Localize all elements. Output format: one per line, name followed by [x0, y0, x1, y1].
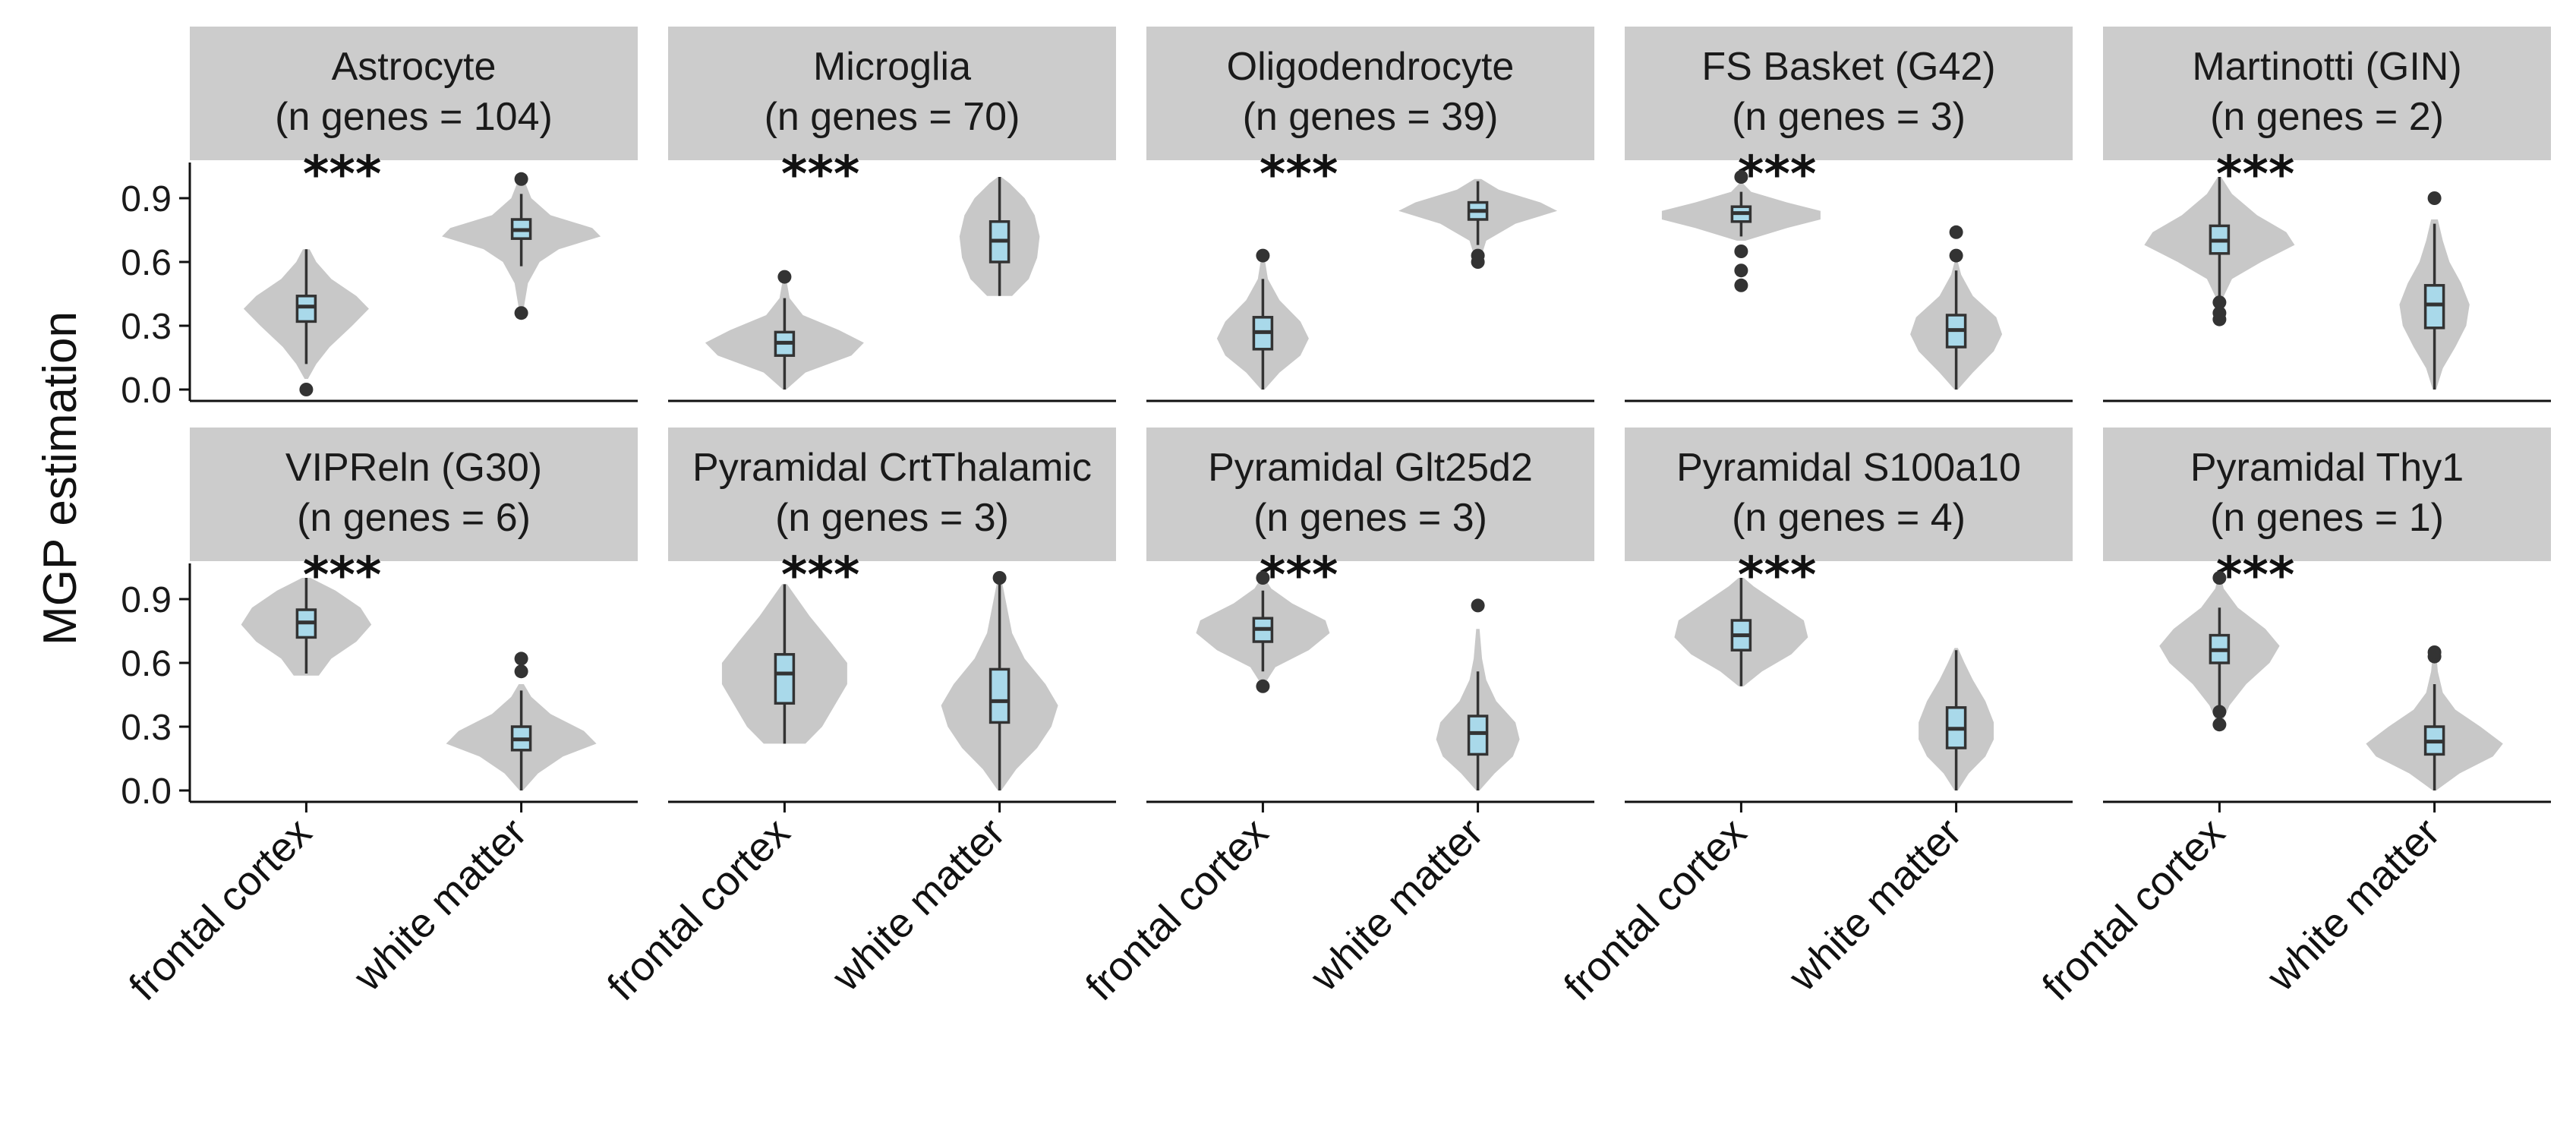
outlier-point: [1256, 571, 1270, 585]
facet-subtitle: (n genes = 104): [275, 95, 553, 139]
outlier-point: [1471, 248, 1485, 263]
facet-strip: [1625, 428, 2073, 561]
y-tick-label: 0.0: [121, 371, 172, 411]
panel: Pyramidal S100a10(n genes = 4)***frontal…: [1556, 428, 2073, 1009]
facet-title: Pyramidal Thy1: [2190, 446, 2464, 490]
facet-title: Astrocyte: [332, 45, 497, 89]
outlier-point: [514, 306, 528, 320]
outlier-point: [2427, 191, 2442, 205]
facet-title: Microglia: [813, 45, 971, 89]
box-iqr: [295, 295, 317, 323]
facet-strip: [1146, 27, 1594, 160]
panel: Martinotti (GIN)(n genes = 2)***: [2103, 27, 2551, 402]
facet-subtitle: (n genes = 4): [1732, 496, 1966, 540]
facet-title: FS Basket (G42): [1701, 45, 1995, 89]
outlier-point: [992, 571, 1007, 585]
outlier-point: [514, 172, 528, 186]
outlier-point: [2427, 645, 2442, 659]
outlier-point: [1734, 278, 1748, 292]
y-tick-label: 0.9: [121, 580, 172, 620]
facet-strip: [190, 27, 638, 160]
panel: Microglia (n genes = 70) ***: [668, 27, 1116, 402]
facet-title: Martinotti (GIN): [2192, 45, 2461, 89]
significance-label: ***: [2216, 546, 2295, 604]
panel: FS Basket (G42)(n genes = 3)***: [1625, 27, 2073, 402]
outlier-point: [1256, 248, 1270, 263]
facet-subtitle: (n genes = 70): [765, 95, 1020, 139]
box-iqr: [774, 653, 796, 705]
y-tick-label: 0.3: [121, 307, 172, 347]
facet-title: Pyramidal Glt25d2: [1208, 446, 1533, 490]
facet-subtitle: (n genes = 1): [2210, 496, 2444, 540]
facet-strip: [668, 27, 1116, 160]
x-tick-label: frontal cortex: [2034, 809, 2234, 1009]
facet-strip: [668, 428, 1116, 561]
panel-grid: Astrocyte(n genes = 104)0.00.30.60.9 ***M…: [121, 27, 2551, 1009]
outlier-point: [1949, 248, 1963, 263]
x-tick-label: white matter: [823, 809, 1014, 1000]
facet-subtitle: (n genes = 2): [2210, 95, 2444, 139]
outlier-point: [2212, 295, 2227, 310]
y-tick-label: 0.6: [121, 644, 172, 684]
x-tick-label: white matter: [345, 809, 535, 1000]
panel: VIPReln (G30)(n genes = 6)0.00.30.60.9 **…: [121, 428, 638, 1009]
x-tick-label: frontal cortex: [599, 809, 799, 1009]
facet-strip: [2103, 428, 2551, 561]
significance-label: ***: [1260, 145, 1338, 204]
outlier-point: [2212, 306, 2227, 320]
y-tick-label: 0.6: [121, 243, 172, 283]
outlier-point: [1734, 245, 1748, 258]
facet-strip: [2103, 27, 2551, 160]
outlier-point: [514, 652, 528, 666]
significance-label: ***: [781, 145, 860, 204]
outlier-point: [2212, 718, 2227, 732]
x-tick-label: frontal cortex: [1077, 809, 1277, 1009]
facet-subtitle: (n genes = 3): [775, 496, 1009, 540]
y-tick-label: 0.0: [121, 771, 172, 812]
panel: Pyramidal CrtThalamic(n genes = 3)***fro…: [599, 428, 1116, 1009]
panel: Oligodendrocyte (n genes = 39) ***: [1146, 27, 1594, 402]
outlier-point: [514, 664, 528, 679]
facet-title: VIPReln (G30): [285, 446, 542, 490]
facet-subtitle: (n genes = 3): [1253, 496, 1487, 540]
panel: Pyramidal Thy1 (n genes = 1) *** frontal co…: [2034, 428, 2551, 1009]
box-iqr: [2423, 284, 2445, 330]
x-tick-label: white matter: [2258, 809, 2448, 1000]
facet-subtitle: (n genes = 3): [1732, 95, 1966, 139]
outlier-point: [1949, 225, 1963, 239]
outlier-point: [2212, 571, 2227, 585]
facet-subtitle: (n genes = 39): [1243, 95, 1499, 139]
panel: Astrocyte (n genes = 104) 0.0 0.3 0.6 0.9 ***: [121, 27, 638, 411]
facet-strip: [1625, 27, 2073, 160]
x-tick-label: frontal cortex: [1556, 809, 1755, 1009]
y-axis-label: MGP estimation: [34, 311, 87, 645]
facet-subtitle: (n genes = 6): [297, 496, 531, 540]
facet-title: Oligodendrocyte: [1227, 45, 1515, 89]
outlier-point: [2212, 705, 2227, 719]
outlier-point: [1734, 170, 1748, 184]
outlier-point: [1734, 263, 1748, 278]
outlier-point: [1471, 598, 1485, 613]
facet-title: Pyramidal S100a10: [1676, 446, 2021, 490]
outlier-point: [777, 270, 792, 284]
box-iqr: [988, 667, 1011, 724]
x-tick-label: frontal cortex: [121, 809, 320, 1009]
box-iqr: [1467, 715, 1489, 756]
x-tick-label: white matter: [1301, 809, 1492, 1000]
y-tick-label: 0.3: [121, 708, 172, 748]
outlier-point: [299, 383, 314, 396]
significance-label: ***: [303, 145, 382, 204]
facet-title: Pyramidal CrtThalamic: [692, 446, 1092, 490]
y-tick-label: 0.9: [121, 179, 172, 219]
panel: Pyramidal Glt25d2(n genes = 3)***frontal…: [1077, 428, 1594, 1009]
outlier-point: [1256, 679, 1270, 693]
facet-strip: [1146, 428, 1594, 561]
x-tick-label: white matter: [1780, 809, 1970, 1000]
facet-strip: [190, 428, 638, 561]
